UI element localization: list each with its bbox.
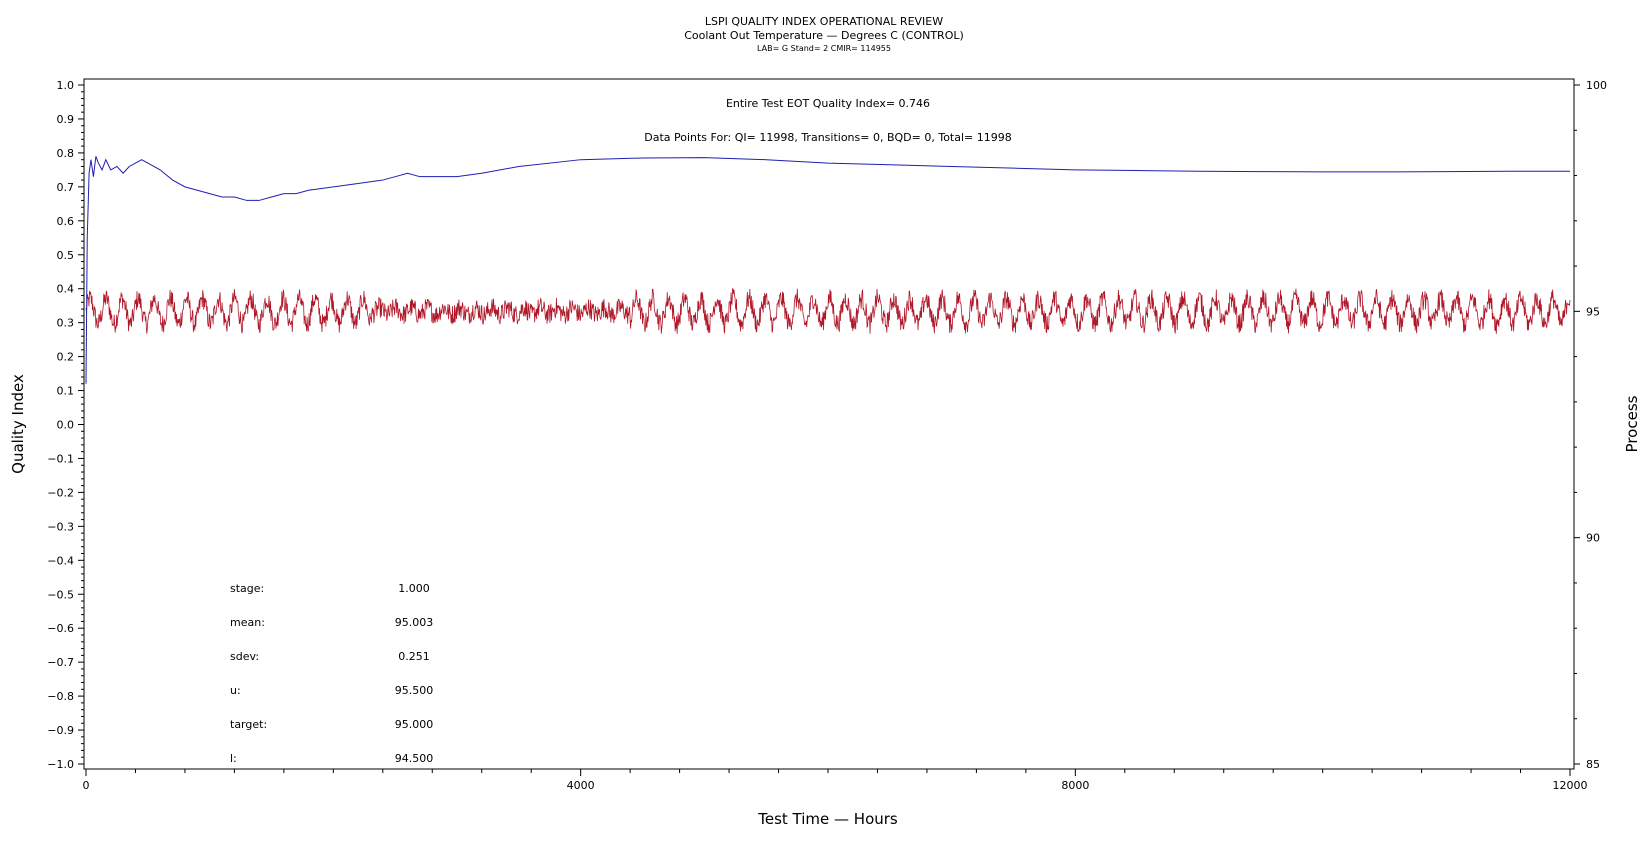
y-left-tick-label: 0.1 [57, 385, 75, 398]
chart-subsubtitle: LAB= G Stand= 2 CMIR= 114955 [757, 44, 891, 53]
y-left-tick-label: 0.3 [57, 317, 75, 330]
x-axis-title: Test Time — Hours [757, 810, 898, 828]
y-left-axis-title: Quality Index [9, 374, 27, 474]
stat-label: l: [230, 752, 237, 765]
y-left-tick-label: −0.5 [47, 588, 74, 601]
y-left-tick-label: 0.2 [57, 351, 75, 364]
y-right-tick-label: 90 [1586, 532, 1600, 545]
y-left-tick-label: 0.8 [57, 147, 75, 160]
y-left-tick-label: −0.4 [47, 554, 74, 567]
stat-value: 1.000 [398, 582, 430, 595]
y-left-tick-label: −0.1 [47, 452, 74, 465]
stat-label: u: [230, 684, 241, 697]
stat-value: 94.500 [395, 752, 434, 765]
data-points-annotation: Data Points For: QI= 11998, Transitions=… [644, 131, 1012, 144]
y-right-tick-label: 85 [1586, 758, 1600, 771]
y-right-axis-title: Process [1623, 395, 1641, 452]
x-tick-label: 0 [83, 779, 90, 792]
y-right-tick-label: 100 [1586, 79, 1607, 92]
y-left-tick-label: −0.7 [47, 656, 74, 669]
y-left-tick-label: 0.7 [57, 181, 75, 194]
x-tick-label: 8000 [1061, 779, 1089, 792]
process-series-line [85, 288, 1571, 334]
y-left-tick-label: −0.9 [47, 724, 74, 737]
stat-label: target: [230, 718, 267, 731]
y-left-tick-label: −0.8 [47, 690, 74, 703]
y-left-tick-label: 0.4 [57, 283, 75, 296]
chart-subtitle: Coolant Out Temperature — Degrees C (CON… [684, 29, 964, 42]
x-tick-label: 12000 [1553, 779, 1588, 792]
y-left-tick-label: −0.2 [47, 486, 74, 499]
stat-value: 95.000 [395, 718, 434, 731]
stat-label: sdev: [230, 650, 259, 663]
series-layer [85, 156, 1571, 384]
right-y-axis: 100 95 90 85 [1574, 79, 1607, 771]
y-left-tick-label: 0.6 [57, 215, 75, 228]
y-left-tick-label: −1.0 [47, 758, 74, 771]
stat-label: mean: [230, 616, 265, 629]
stat-value: 95.500 [395, 684, 434, 697]
y-left-tick-label: −0.3 [47, 520, 74, 533]
x-axis: 0 4000 8000 12000 [83, 769, 1588, 792]
plot-frame [83, 78, 1575, 770]
y-left-tick-label: 1.0 [57, 79, 75, 92]
left-y-axis: 1.0 0.9 0.8 0.7 0.6 0.5 0.4 0.3 0.2 0.1 0.0 −0.1 −0.… [47, 79, 84, 771]
y-left-tick-label: 0.9 [57, 113, 75, 126]
y-right-tick-label: 95 [1586, 305, 1600, 318]
quality-index-series-line [85, 156, 1570, 384]
chart-title: LSPI QUALITY INDEX OPERATIONAL REVIEW [705, 15, 943, 28]
stat-value: 95.003 [395, 616, 434, 629]
y-left-tick-label: 0.5 [57, 249, 75, 262]
x-tick-label: 4000 [567, 779, 595, 792]
stat-value: 0.251 [398, 650, 430, 663]
eot-quality-index-annotation: Entire Test EOT Quality Index= 0.746 [726, 97, 930, 110]
y-left-tick-label: 0.0 [57, 419, 75, 432]
y-left-tick-label: −0.6 [47, 622, 74, 635]
stat-label: stage: [230, 582, 264, 595]
stats-block: stage: 1.000 mean: 95.003 sdev: 0.251 u: 95.500… [230, 582, 433, 765]
